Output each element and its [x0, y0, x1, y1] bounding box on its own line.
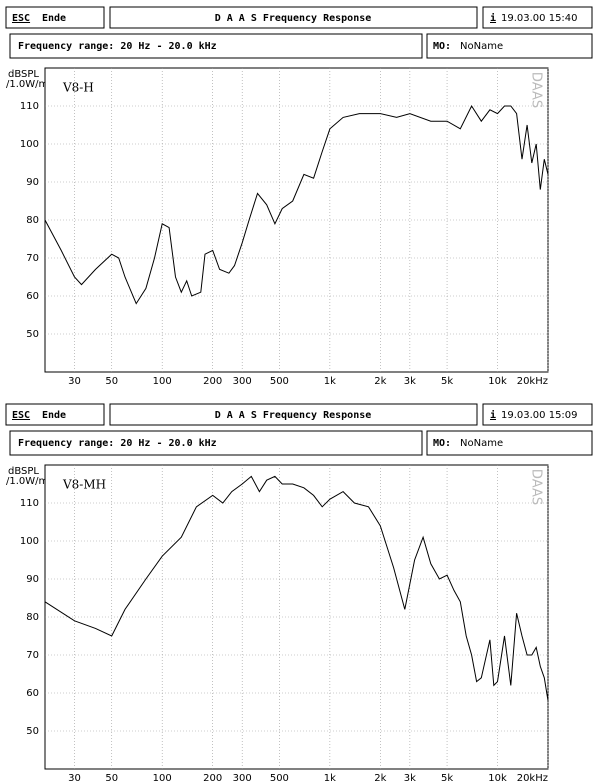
chart-title: D A A S Frequency Response [215, 13, 372, 24]
memo-box [426, 430, 593, 456]
x-tick-label: 500 [270, 376, 289, 387]
x-tick-label: 100 [153, 376, 172, 387]
y-tick-label: 90 [26, 177, 39, 188]
time-box [482, 403, 593, 426]
esc-box [5, 6, 105, 29]
x-tick-label: 3k [404, 376, 416, 387]
y-tick-label: 110 [20, 498, 39, 509]
memo-key: MO: [433, 438, 451, 449]
memo: NoName [460, 41, 503, 52]
info-icon[interactable]: i [490, 409, 496, 421]
y-tick-label: 70 [26, 650, 39, 661]
esc-box [5, 403, 105, 426]
y-tick-label: 80 [26, 612, 39, 623]
y-tick-label: 70 [26, 253, 39, 264]
x-tick-label: 50 [105, 376, 118, 387]
subtitle-box [9, 33, 423, 59]
x-tick-label: 3k [404, 773, 416, 783]
watermark: DAAS [529, 72, 544, 108]
y-tick-label: 100 [20, 536, 39, 547]
y-axis-label: dBSPL [8, 466, 39, 477]
esc-label: Ende [42, 410, 66, 421]
timestamp: 19.03.00 15:40 [501, 13, 578, 24]
x-tick-label: 1k [324, 773, 336, 783]
memo: NoName [460, 438, 503, 449]
series-name: V8-H [62, 81, 94, 95]
y-tick-label: 90 [26, 574, 39, 585]
y-tick-label: 110 [20, 101, 39, 112]
y-axis-unit: /1.0W/m [6, 79, 48, 90]
x-tick-label: 200 [203, 773, 222, 783]
x-tick-label: 20kHz [517, 376, 548, 387]
series-name: V8-MH [62, 478, 106, 492]
series-line [44, 104, 549, 305]
x-tick-label: 1k [324, 376, 336, 387]
watermark: DAAS [529, 469, 544, 505]
plot-area [44, 67, 549, 373]
subtitle: Frequency range: 20 Hz - 20.0 kHz [18, 41, 217, 52]
x-tick-label: 20kHz [517, 773, 548, 783]
esc-label: Ende [42, 13, 66, 24]
x-tick-label: 2k [374, 773, 386, 783]
y-tick-label: 60 [26, 688, 39, 699]
x-tick-label: 10k [488, 376, 507, 387]
x-tick-label: 30 [68, 773, 81, 783]
x-tick-label: 10k [488, 773, 507, 783]
time-box [482, 6, 593, 29]
x-tick-label: 50 [105, 773, 118, 783]
x-tick-label: 30 [68, 376, 81, 387]
y-tick-label: 100 [20, 139, 39, 150]
subtitle-box [9, 430, 423, 456]
y-tick-label: 50 [26, 329, 39, 340]
subtitle: Frequency range: 20 Hz - 20.0 kHz [18, 438, 217, 449]
y-axis-unit: /1.0W/m [6, 476, 48, 487]
esc-key[interactable]: ESC [12, 13, 30, 24]
chart-title: D A A S Frequency Response [215, 410, 372, 421]
title-box [109, 6, 478, 29]
y-axis-label: dBSPL [8, 69, 39, 80]
x-tick-label: 5k [441, 773, 453, 783]
x-tick-label: 500 [270, 773, 289, 783]
y-tick-label: 60 [26, 291, 39, 302]
x-tick-label: 5k [441, 376, 453, 387]
x-tick-label: 200 [203, 376, 222, 387]
memo-key: MO: [433, 41, 451, 52]
x-tick-label: 300 [233, 376, 252, 387]
series-line [44, 475, 549, 701]
x-tick-label: 100 [153, 773, 172, 783]
title-box [109, 403, 478, 426]
info-icon[interactable]: i [490, 12, 496, 24]
esc-key[interactable]: ESC [12, 410, 30, 421]
timestamp: 19.03.00 15:09 [501, 410, 578, 421]
memo-box [426, 33, 593, 59]
y-tick-label: 50 [26, 726, 39, 737]
y-tick-label: 80 [26, 215, 39, 226]
x-tick-label: 300 [233, 773, 252, 783]
plot-area [44, 464, 549, 770]
x-tick-label: 2k [374, 376, 386, 387]
